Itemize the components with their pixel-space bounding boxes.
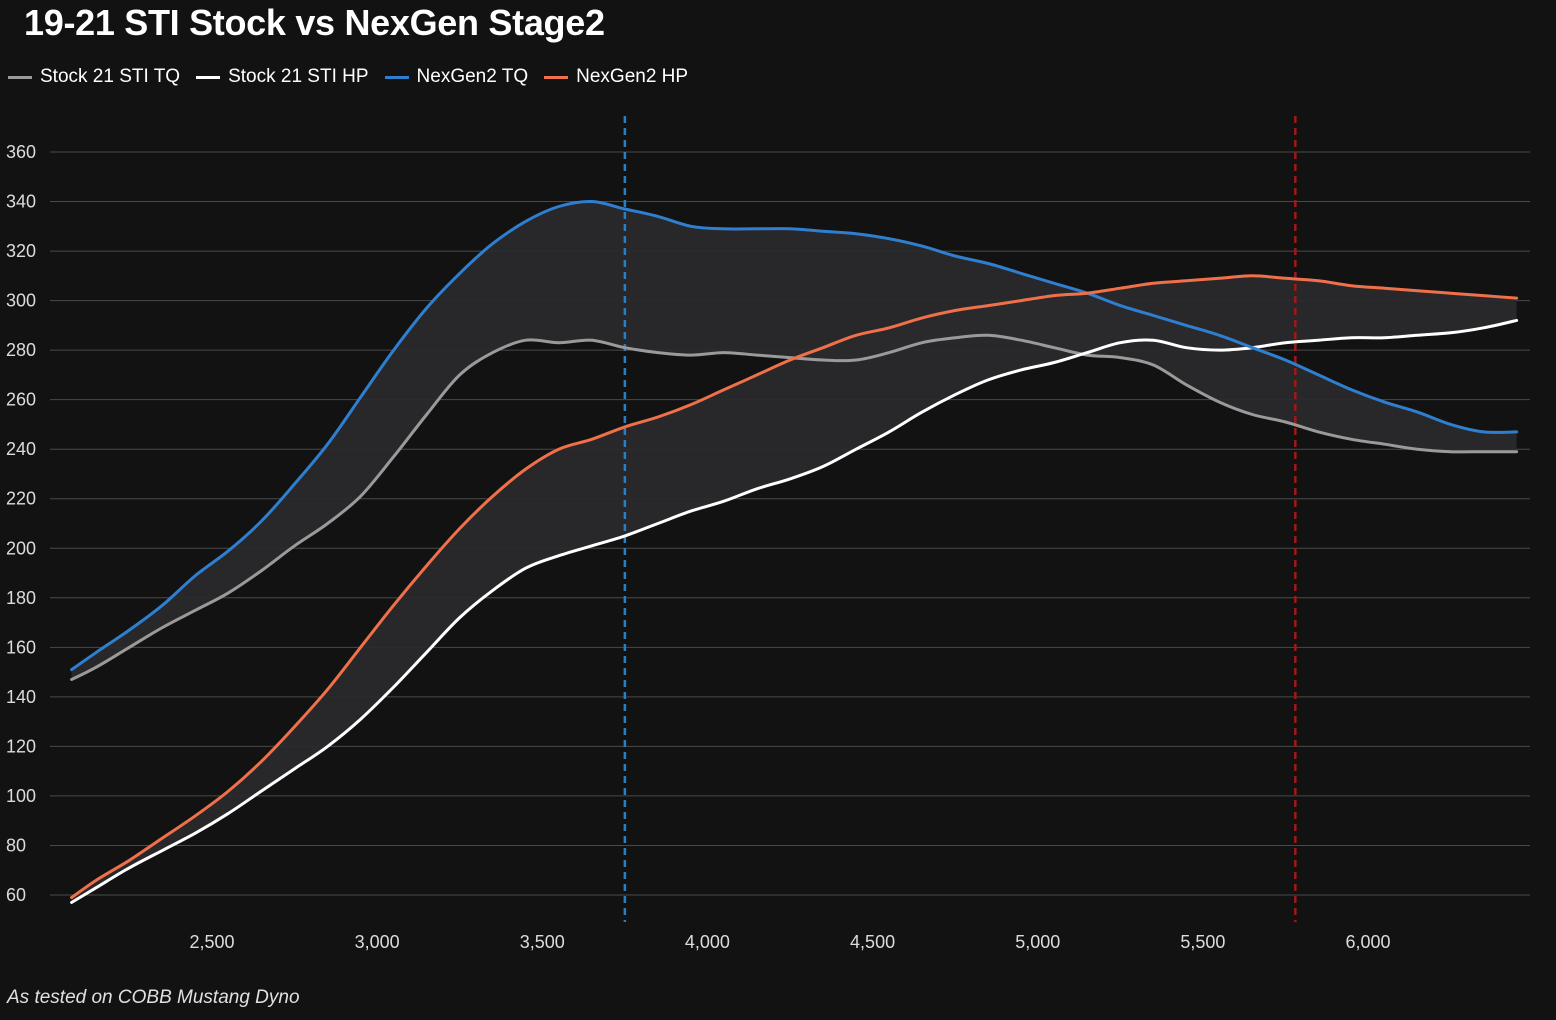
legend-swatch-nexgen-hp bbox=[544, 75, 569, 79]
y-tick-label: 80 bbox=[6, 835, 26, 855]
y-tick-label: 100 bbox=[6, 786, 36, 806]
y-axis-ticks: 60 80 100 120 140 160 180 200 220 240 260 280 300 320… bbox=[6, 142, 36, 905]
x-tick-label: 3,500 bbox=[520, 932, 565, 952]
y-tick-label: 340 bbox=[6, 192, 36, 212]
y-tick-label: 280 bbox=[6, 340, 36, 360]
x-tick-label: 5,500 bbox=[1180, 932, 1225, 952]
legend-label-nexgen-hp: NexGen2 HP bbox=[576, 66, 689, 87]
y-tick-label: 320 bbox=[6, 241, 36, 261]
legend-label-stock-hp: Stock 21 STI HP bbox=[228, 66, 369, 87]
x-tick-label: 2,500 bbox=[189, 932, 234, 952]
horsepower-gain-band bbox=[71, 275, 1517, 903]
stock-hp-line bbox=[70, 318, 1519, 904]
chart-title: 19-21 STI Stock vs NexGen Stage2 bbox=[24, 2, 605, 43]
stock-tq-line bbox=[70, 333, 1519, 681]
y-tick-label: 140 bbox=[6, 687, 36, 707]
legend-label-stock-tq: Stock 21 STI TQ bbox=[40, 66, 181, 87]
x-tick-label: 6,000 bbox=[1345, 932, 1390, 952]
y-tick-label: 120 bbox=[6, 736, 36, 756]
x-tick-label: 5,000 bbox=[1015, 932, 1060, 952]
legend-item-stock-hp[interactable]: Stock 21 STI HP bbox=[196, 66, 369, 88]
y-tick-label: 160 bbox=[6, 637, 36, 657]
footnote: As tested on COBB Mustang Dyno bbox=[7, 987, 300, 1008]
y-tick-label: 60 bbox=[6, 885, 26, 905]
vertical-markers bbox=[623, 116, 1297, 922]
y-tick-label: 300 bbox=[6, 291, 36, 311]
legend-label-nexgen-tq: NexGen2 TQ bbox=[416, 66, 529, 87]
y-tick-label: 220 bbox=[6, 489, 36, 509]
legend-item-nexgen-tq[interactable]: NexGen2 TQ bbox=[384, 66, 529, 88]
legend-item-nexgen-hp[interactable]: NexGen2 HP bbox=[544, 66, 688, 88]
legend-swatch-stock-hp bbox=[196, 75, 221, 79]
series-lines bbox=[70, 199, 1519, 904]
gain-shading bbox=[71, 201, 1517, 903]
x-tick-label: 4,500 bbox=[850, 932, 895, 952]
y-tick-label: 260 bbox=[6, 390, 36, 410]
y-tick-label: 180 bbox=[6, 588, 36, 608]
x-axis-ticks: 2,500 3,000 3,500 4,000 4,500 5,000 5,500 6,000 bbox=[189, 932, 1390, 952]
legend-item-stock-tq[interactable]: Stock 21 STI TQ bbox=[8, 66, 180, 88]
nexgen-tq-line bbox=[70, 199, 1519, 672]
x-tick-label: 3,000 bbox=[355, 932, 400, 952]
nexgen-hp-line bbox=[70, 274, 1519, 899]
y-tick-label: 240 bbox=[6, 439, 36, 459]
y-tick-label: 360 bbox=[6, 142, 36, 162]
legend-swatch-stock-tq bbox=[8, 75, 32, 79]
y-tick-label: 200 bbox=[6, 538, 36, 558]
x-tick-label: 4,000 bbox=[685, 932, 730, 952]
legend-swatch-nexgen-tq bbox=[384, 75, 409, 79]
chart-legend: Stock 21 STI TQ Stock 21 STI HP NexGen2 … bbox=[8, 66, 704, 88]
